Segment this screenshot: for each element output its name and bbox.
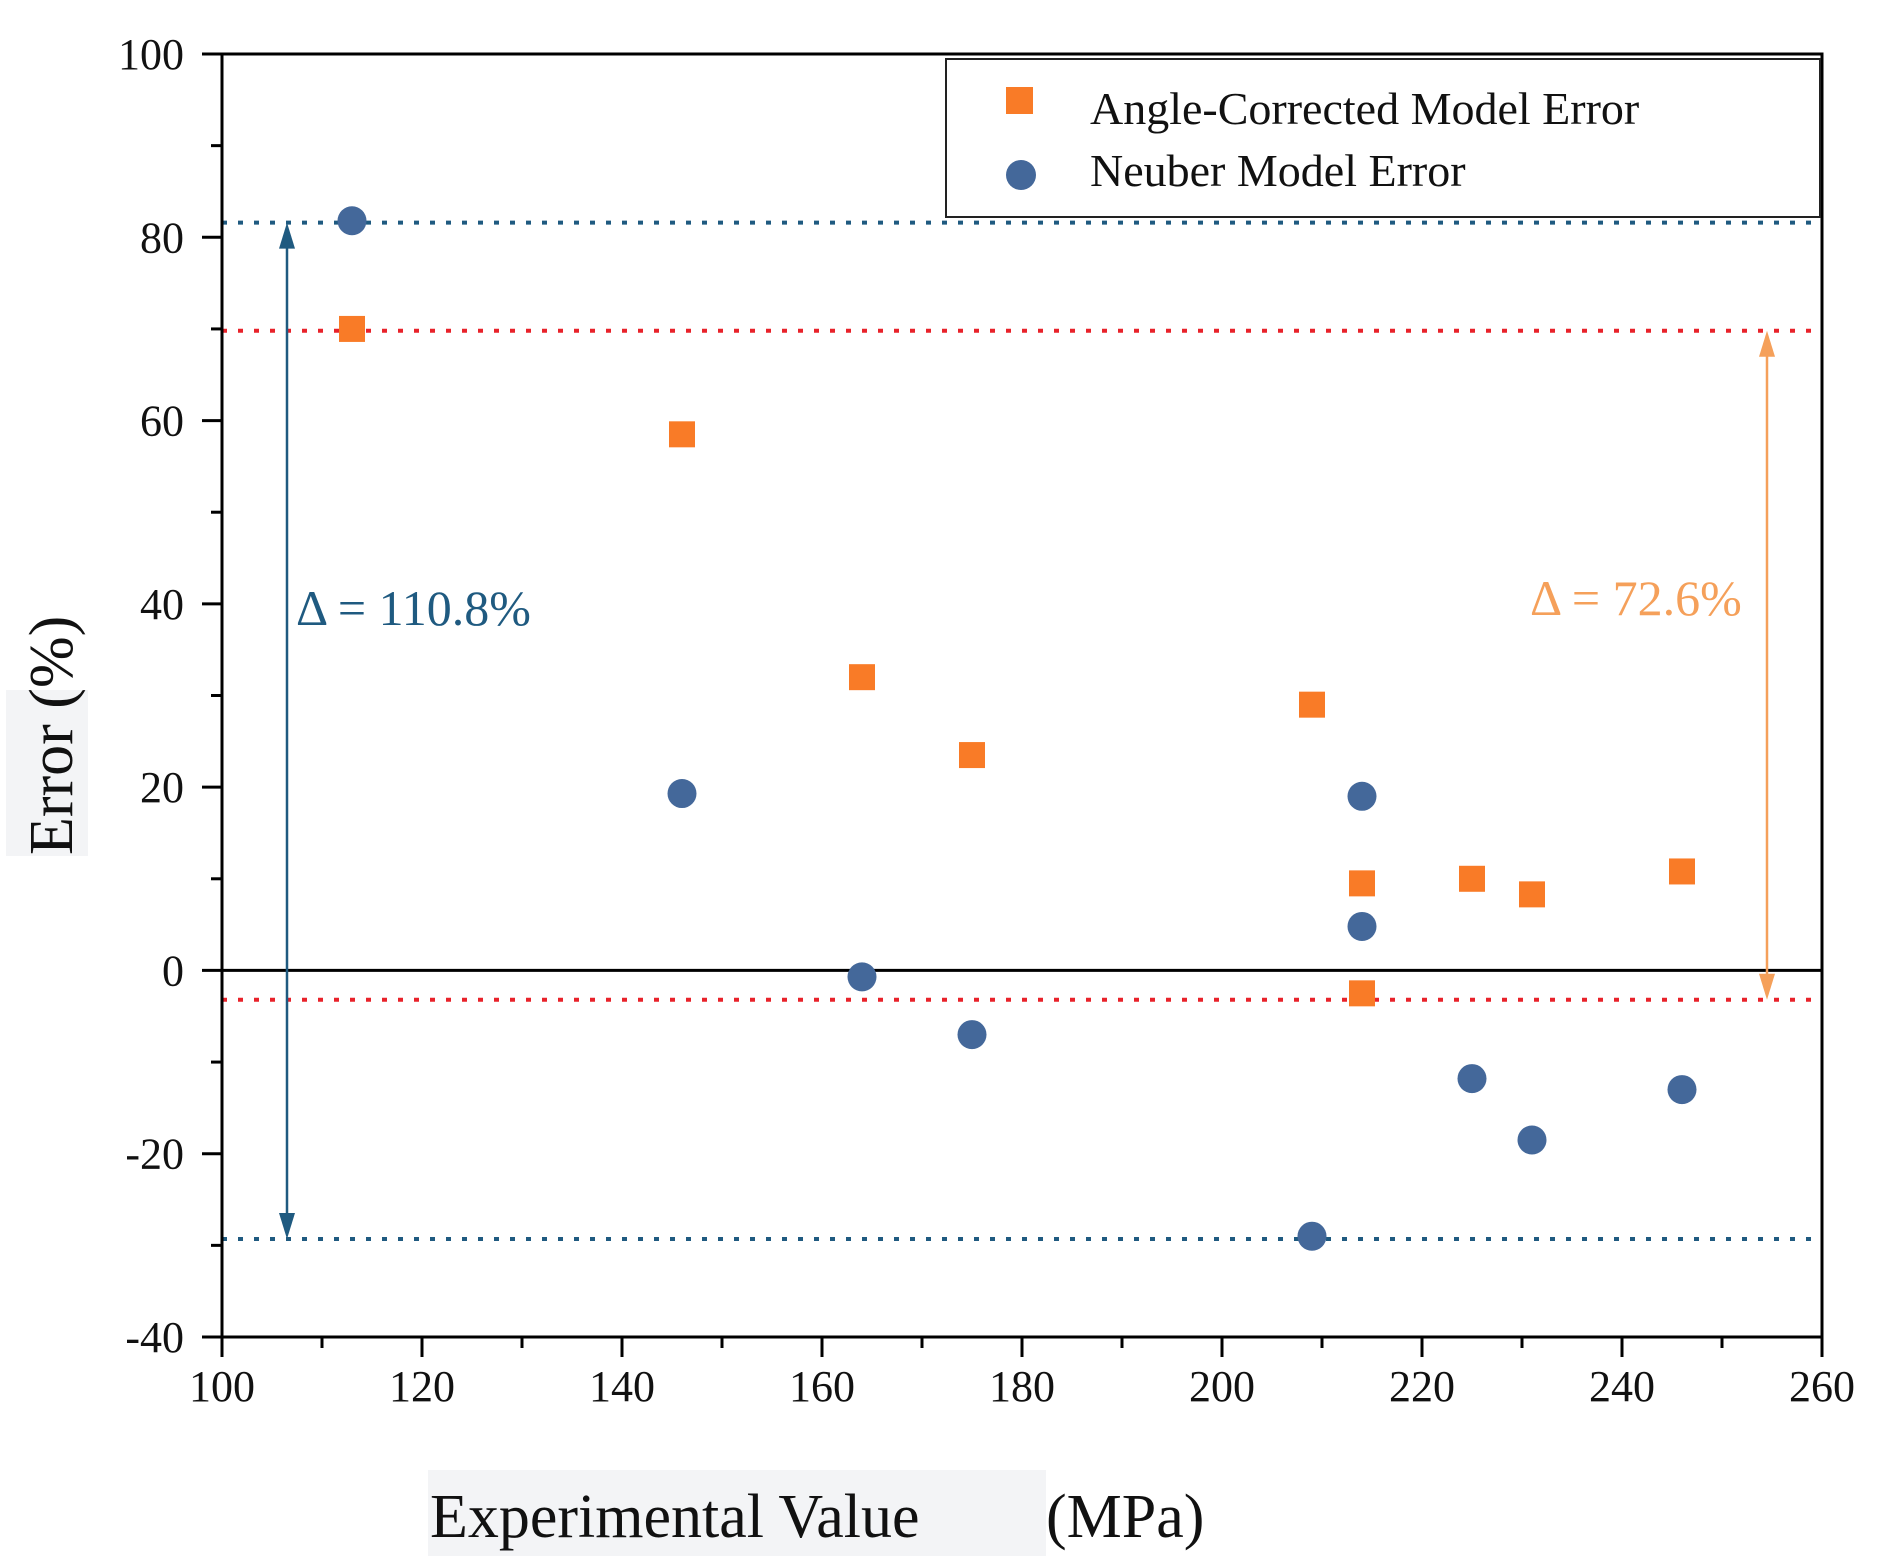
range-arrow-head-top-1: [1759, 330, 1775, 357]
x-tick-label: 240: [1589, 1362, 1655, 1411]
data-points: [337, 206, 1697, 1251]
y-axis-title: Error (%): [6, 616, 88, 856]
legend-marker-square: [1006, 87, 1033, 114]
data-point-circle-7: [1457, 1064, 1487, 1094]
range-arrow-head-top-0: [279, 222, 295, 249]
data-point-square-7: [1459, 865, 1485, 892]
x-tick-label: 120: [389, 1362, 455, 1411]
x-axis-title-main: Experimental Value: [430, 1483, 920, 1551]
legend: Angle-Corrected Model Error Neuber Model…: [945, 58, 1821, 218]
data-point-circle-8: [1517, 1125, 1547, 1155]
data-point-square-0: [339, 315, 365, 342]
data-point-circle-9: [1667, 1075, 1697, 1105]
data-point-square-5: [1349, 870, 1375, 897]
delta-annotation-angle-corrected: Δ = 72.6%: [1530, 570, 1742, 626]
data-point-circle-1: [667, 779, 697, 809]
data-point-square-1: [669, 421, 695, 448]
x-axis-title: Experimental Value (MPa): [428, 1470, 1204, 1556]
delta-annotation-neuber: Δ = 110.8%: [296, 580, 531, 636]
y-axis-title-highlight: [6, 690, 88, 856]
y-tick-label: 60: [140, 397, 184, 446]
range-arrow-head-bottom-1: [1759, 973, 1775, 1000]
y-tick-label: 80: [140, 213, 184, 262]
reference-lines: [222, 220, 1822, 1241]
x-tick-label: 100: [189, 1362, 255, 1411]
data-point-square-9: [1669, 858, 1695, 885]
axes: 100 120 140 160 180 200 220 240 260 -40 -20 0 20 40 60…: [118, 30, 1855, 1411]
legend-label-neuber: Neuber Model Error: [1090, 145, 1466, 196]
data-point-square-2: [849, 664, 875, 691]
data-point-circle-2: [847, 962, 877, 992]
x-axis-title-highlight: [428, 1470, 1046, 1556]
x-tick-label: 140: [589, 1362, 655, 1411]
legend-label-angle-corrected: Angle-Corrected Model Error: [1090, 83, 1639, 134]
data-point-circle-0: [337, 206, 367, 236]
legend-marker-circle: [1006, 160, 1036, 190]
y-tick-label: 20: [140, 763, 184, 812]
y-tick-label: -40: [125, 1313, 184, 1362]
data-point-circle-6: [1347, 911, 1377, 941]
data-point-square-4: [1299, 691, 1325, 718]
data-point-circle-3: [957, 1020, 987, 1050]
data-point-circle-4: [1297, 1221, 1327, 1251]
y-axis-title-text: Error (%): [18, 616, 86, 855]
x-tick-label: 260: [1789, 1362, 1855, 1411]
y-tick-label: 100: [118, 30, 184, 79]
data-point-square-6: [1349, 980, 1375, 1007]
data-point-circle-5: [1347, 781, 1377, 811]
legend-box: [945, 58, 1821, 218]
x-axis-title-unit: (MPa): [1046, 1483, 1204, 1551]
y-tick-label: -20: [125, 1130, 184, 1179]
data-point-square-3: [959, 742, 985, 769]
range-arrows: [279, 222, 1775, 1239]
x-tick-label: 160: [789, 1362, 855, 1411]
x-tick-label: 180: [989, 1362, 1055, 1411]
x-tick-label: 220: [1389, 1362, 1455, 1411]
range-arrow-head-bottom-0: [279, 1212, 295, 1239]
y-tick-label: 0: [162, 946, 184, 995]
data-point-square-8: [1519, 881, 1545, 908]
x-tick-label: 200: [1189, 1362, 1255, 1411]
y-tick-label: 40: [140, 580, 184, 629]
plot-frame: [220, 52, 1824, 1339]
